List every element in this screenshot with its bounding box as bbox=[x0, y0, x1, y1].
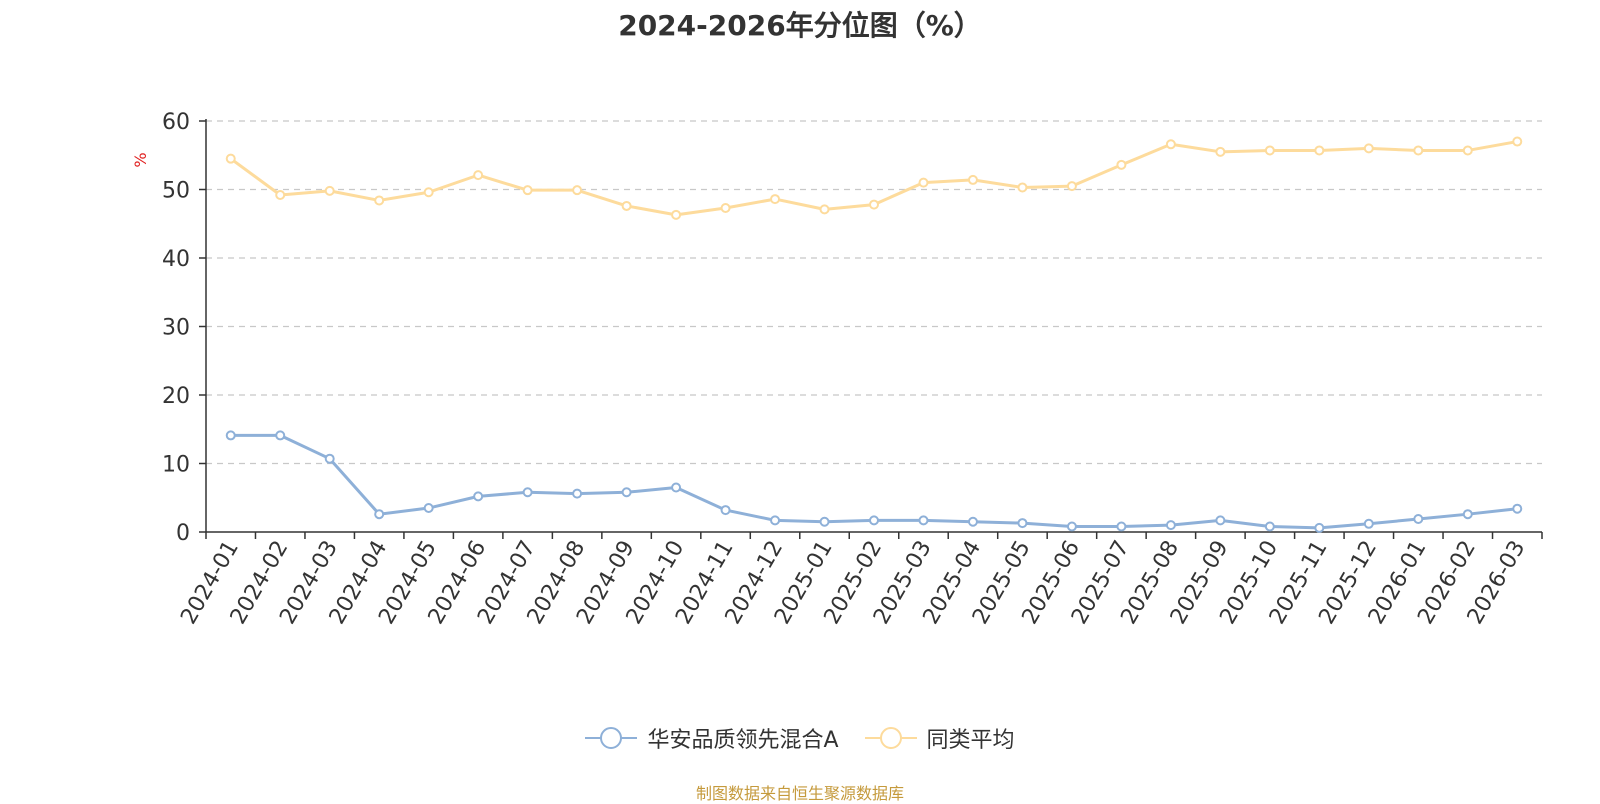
legend-marker-icon bbox=[864, 726, 917, 750]
data-point bbox=[1165, 520, 1176, 531]
series-0 bbox=[225, 430, 1523, 533]
data-point bbox=[473, 491, 484, 502]
data-point bbox=[1462, 509, 1473, 520]
data-point bbox=[225, 430, 236, 441]
data-point bbox=[770, 515, 781, 526]
data-point bbox=[819, 204, 830, 215]
data-point bbox=[1017, 518, 1028, 529]
data-point bbox=[522, 487, 533, 498]
series-1 bbox=[225, 136, 1523, 220]
data-point bbox=[374, 509, 385, 520]
data-point bbox=[918, 177, 929, 188]
data-point bbox=[671, 209, 682, 220]
data-point bbox=[1116, 521, 1127, 532]
data-point bbox=[1215, 515, 1226, 526]
data-point bbox=[275, 430, 286, 441]
data-point bbox=[1363, 518, 1374, 529]
data-point bbox=[1066, 521, 1077, 532]
data-point bbox=[1512, 136, 1523, 147]
data-point bbox=[1314, 145, 1325, 156]
series-line bbox=[230, 433, 1518, 530]
y-axis-label: % bbox=[131, 152, 150, 167]
data-point bbox=[225, 153, 236, 164]
data-point bbox=[324, 453, 335, 464]
data-point bbox=[423, 503, 434, 514]
legend-label: 同类平均 bbox=[926, 728, 1015, 753]
data-point bbox=[1363, 143, 1374, 154]
data-point bbox=[720, 202, 731, 213]
data-point bbox=[572, 488, 583, 499]
data-point bbox=[1314, 522, 1325, 533]
data-point bbox=[1066, 181, 1077, 192]
data-point bbox=[720, 505, 731, 516]
data-point bbox=[1413, 513, 1424, 524]
data-point bbox=[275, 189, 286, 200]
data-point bbox=[1512, 503, 1523, 514]
data-point bbox=[918, 515, 929, 526]
legend-marker-icon bbox=[585, 726, 638, 750]
series bbox=[225, 136, 1523, 533]
data-point bbox=[324, 185, 335, 196]
legend: 华安品质领先混合A 同类平均 bbox=[0, 722, 1600, 754]
data-point bbox=[967, 174, 978, 185]
y-tick-label: 60 bbox=[162, 110, 190, 135]
legend-item[interactable]: 同类平均 bbox=[864, 722, 1015, 754]
data-point bbox=[1462, 145, 1473, 156]
data-point bbox=[1017, 182, 1028, 193]
source-note: 制图数据来自恒生聚源数据库 bbox=[695, 784, 904, 803]
y-tick-label: 40 bbox=[162, 247, 190, 272]
data-point bbox=[1165, 139, 1176, 150]
axes: 01020304050602024-012024-022024-032024-0… bbox=[162, 110, 1543, 629]
grid-lines bbox=[206, 120, 1542, 465]
y-tick-label: 10 bbox=[162, 453, 190, 478]
data-point bbox=[621, 487, 632, 498]
data-point bbox=[621, 200, 632, 211]
data-point bbox=[374, 195, 385, 206]
data-point bbox=[1413, 145, 1424, 156]
data-point bbox=[869, 515, 879, 526]
data-point bbox=[522, 185, 533, 196]
chart-title: 2024-2026年分位图（%） bbox=[618, 9, 982, 42]
data-point bbox=[770, 194, 781, 205]
legend-label: 华安品质领先混合A bbox=[647, 728, 839, 753]
data-point bbox=[1264, 521, 1275, 532]
data-point bbox=[473, 170, 484, 181]
data-point bbox=[1215, 146, 1226, 157]
y-tick-label: 0 bbox=[176, 521, 190, 546]
data-point bbox=[819, 516, 830, 527]
data-point bbox=[423, 187, 434, 198]
legend-item[interactable]: 华安品质领先混合A bbox=[585, 722, 839, 754]
y-tick-label: 20 bbox=[162, 384, 190, 409]
data-point bbox=[1264, 145, 1275, 156]
data-point bbox=[572, 185, 583, 196]
y-tick-label: 50 bbox=[162, 179, 190, 204]
y-tick-label: 30 bbox=[162, 316, 190, 341]
data-point bbox=[671, 482, 682, 493]
data-point bbox=[967, 516, 978, 527]
data-point bbox=[1116, 159, 1127, 170]
data-point bbox=[869, 199, 879, 210]
